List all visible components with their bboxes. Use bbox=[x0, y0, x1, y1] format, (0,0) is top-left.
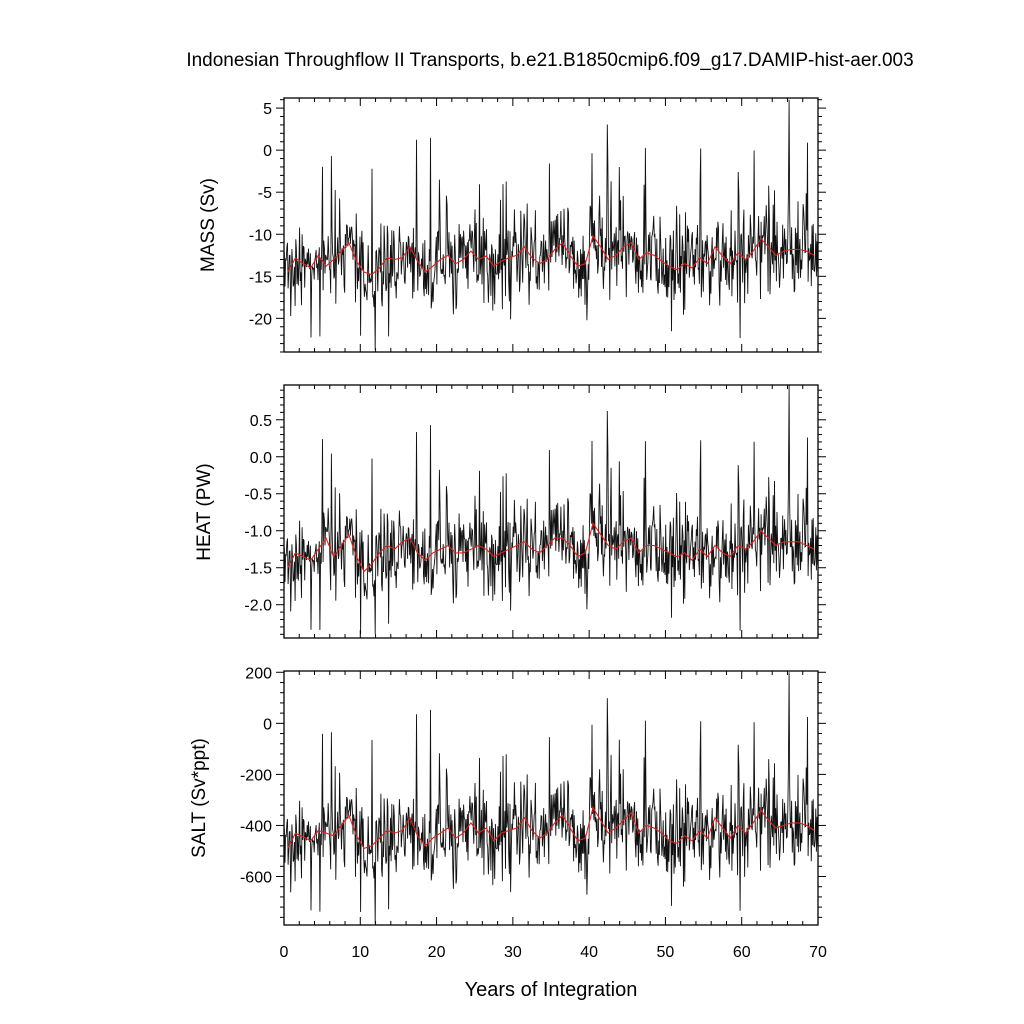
mass-ylabel: MASS (Sv) bbox=[198, 178, 219, 272]
salt-ytick-label: 200 bbox=[245, 665, 272, 682]
mass-series-monthly bbox=[283, 99, 819, 351]
xtick-label: 50 bbox=[657, 944, 675, 961]
salt-ytick-label: -400 bbox=[240, 818, 272, 835]
heat-ytick-label: 0.5 bbox=[250, 413, 272, 430]
heat-ytick-label: -2.0 bbox=[244, 598, 272, 615]
mass-plot-frame bbox=[283, 97, 819, 353]
mass-ytick-label: 0 bbox=[263, 143, 272, 160]
mass-annual-mean-line bbox=[287, 234, 815, 276]
mass-monthly-line bbox=[283, 99, 819, 351]
heat-ytick-label: -1.5 bbox=[244, 561, 272, 578]
panel-salt: 200 0 -200 -400 -600 0 10 20 30 40 50 60 70 SALT (Sv… bbox=[189, 665, 827, 961]
xtick-label: 40 bbox=[580, 944, 598, 961]
salt-ytick-label: -200 bbox=[240, 767, 272, 784]
panel-heat: 0.5 0.0 -0.5 -1.0 -1.5 -2.0 HEAT (PW) bbox=[194, 384, 826, 639]
panel-mass: 5 0 -5 -10 -15 -20 MASS (Sv) bbox=[198, 97, 826, 353]
salt-ytick-label: 0 bbox=[263, 716, 272, 733]
heat-plot-frame bbox=[283, 384, 819, 639]
salt-series-annual-mean bbox=[287, 806, 815, 850]
mass-axes: 5 0 -5 -10 -15 -20 bbox=[249, 97, 826, 353]
xtick-label: 10 bbox=[351, 944, 369, 961]
salt-series-monthly bbox=[283, 672, 819, 924]
xtick-label: 60 bbox=[733, 944, 751, 961]
chart-title: Indonesian Throughflow II Transports, b.… bbox=[186, 50, 913, 71]
mass-ytick-label: -15 bbox=[249, 269, 272, 286]
heat-annual-mean-line bbox=[287, 521, 815, 573]
heat-monthly-line bbox=[283, 384, 819, 635]
heat-series-monthly bbox=[283, 384, 819, 635]
salt-monthly-line bbox=[283, 672, 819, 924]
xtick-label: 30 bbox=[504, 944, 522, 961]
heat-axes: 0.5 0.0 -0.5 -1.0 -1.5 -2.0 bbox=[244, 384, 826, 639]
mass-series-annual-mean bbox=[287, 234, 815, 276]
xtick-label: 20 bbox=[428, 944, 446, 961]
mass-ytick-label: -10 bbox=[249, 227, 272, 244]
mass-ytick-label: 5 bbox=[263, 101, 272, 118]
xtick-label: 0 bbox=[280, 944, 289, 961]
heat-series-annual-mean bbox=[287, 521, 815, 573]
salt-annual-mean-line bbox=[287, 806, 815, 850]
heat-ytick-label: 0.0 bbox=[250, 450, 272, 467]
salt-plot-frame bbox=[283, 670, 819, 926]
xtick-label: 70 bbox=[809, 944, 827, 961]
heat-ytick-label: -0.5 bbox=[244, 487, 272, 504]
salt-ylabel: SALT (Sv*ppt) bbox=[189, 738, 210, 858]
heat-ylabel: HEAT (PW) bbox=[194, 463, 215, 560]
mass-ytick-label: -20 bbox=[249, 311, 272, 328]
salt-axes: 200 0 -200 -400 -600 0 10 20 30 40 50 60 70 bbox=[240, 665, 827, 961]
mass-ytick-label: -5 bbox=[258, 185, 272, 202]
x-axis-label: Years of Integration bbox=[465, 979, 638, 1001]
salt-ytick-label: -600 bbox=[240, 869, 272, 886]
heat-ytick-label: -1.0 bbox=[244, 524, 272, 541]
